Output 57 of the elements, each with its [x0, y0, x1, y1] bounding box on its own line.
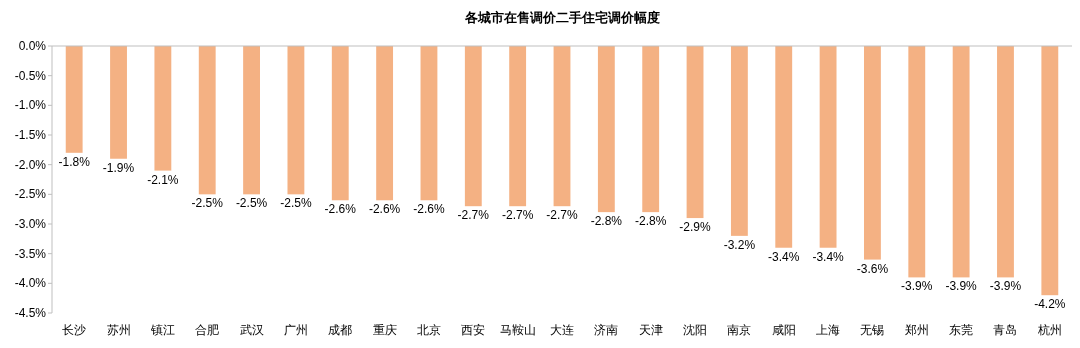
x-tick-label: 天津	[638, 323, 663, 337]
x-tick-label: 南京	[727, 323, 752, 337]
data-label: -3.4%	[768, 249, 800, 264]
data-label: -2.7%	[501, 208, 534, 223]
y-tick-label: -0.5%	[14, 68, 47, 83]
data-label: -3.9%	[901, 279, 933, 294]
data-label: -2.5%	[191, 196, 224, 211]
y-tick-label: -1.5%	[14, 128, 47, 142]
x-tick-label: 广州	[283, 323, 308, 337]
data-label: -2.8%	[635, 214, 667, 229]
data-label: -2.1%	[147, 172, 179, 187]
data-label: -2.9%	[679, 220, 712, 235]
y-tick-label: -4.0%	[14, 276, 47, 291]
x-tick-label: 大连	[550, 323, 574, 337]
chart-title: 各城市在售调价二手住宅调价幅度	[463, 10, 660, 25]
x-tick-label: 济南	[594, 323, 619, 337]
x-tick-label: 青岛	[993, 323, 1018, 337]
data-label: -2.7%	[457, 208, 490, 223]
x-tick-label: 北京	[416, 323, 441, 337]
y-tick-label: -3.0%	[14, 217, 47, 231]
x-tick-label: 上海	[816, 323, 841, 337]
x-tick-label: 苏州	[106, 323, 131, 337]
data-label: -1.9%	[102, 160, 135, 175]
x-tick-label: 咸阳	[771, 323, 796, 337]
data-label: -4.2%	[1034, 297, 1066, 312]
y-tick-label: -1.0%	[14, 98, 47, 113]
x-tick-label: 杭州	[1036, 323, 1062, 337]
x-tick-label: 镇江	[149, 323, 175, 337]
data-label: -3.9%	[945, 279, 978, 294]
x-tick-label: 沈阳	[683, 323, 708, 337]
data-label: -2.6%	[413, 202, 445, 217]
y-tick-label: -4.5%	[14, 306, 47, 320]
data-label: -2.6%	[324, 202, 357, 217]
x-tick-label: 东莞	[949, 323, 974, 337]
x-tick-label: 长沙	[62, 323, 87, 337]
data-label: -3.6%	[856, 261, 889, 276]
data-label: -3.4%	[812, 249, 845, 264]
x-tick-label: 无锡	[860, 323, 885, 337]
data-label: -2.7%	[546, 208, 578, 223]
x-tick-label: 合肥	[195, 323, 220, 337]
x-tick-label: 成都	[328, 323, 353, 337]
y-tick-label: 0.0%	[18, 39, 47, 53]
data-label: -1.8%	[58, 154, 91, 169]
data-label: -2.6%	[368, 202, 401, 217]
data-label: -3.9%	[989, 279, 1022, 294]
y-tick-label: -2.5%	[14, 187, 47, 202]
data-label: -2.8%	[590, 214, 623, 229]
y-tick-label: -2.0%	[14, 157, 47, 172]
x-tick-label: 郑州	[904, 323, 929, 337]
x-tick-label: 西安	[461, 323, 486, 337]
x-tick-label: 重庆	[372, 323, 397, 337]
data-label: -2.5%	[280, 196, 312, 211]
y-tick-label: -3.5%	[14, 246, 47, 261]
x-tick-label: 武汉	[239, 323, 264, 337]
data-label: -2.5%	[235, 196, 268, 211]
data-label: -3.2%	[723, 237, 756, 252]
x-tick-label: 马鞍山	[499, 323, 536, 337]
